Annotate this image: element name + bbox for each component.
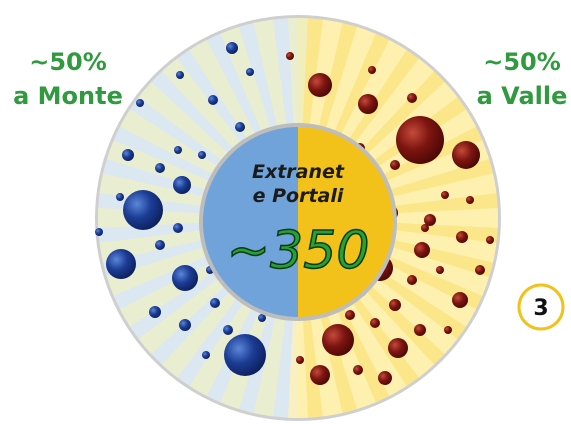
red-bubble — [368, 66, 376, 74]
left-percent: ~50% — [29, 48, 107, 76]
red-bubble — [444, 326, 452, 334]
blue-bubble — [122, 149, 134, 161]
red-bubble — [396, 116, 444, 164]
center-line2: e Portali — [253, 185, 344, 207]
blue-bubble — [224, 334, 266, 376]
red-bubble — [308, 73, 332, 97]
blue-bubble — [208, 95, 218, 105]
right-text: a Valle — [477, 82, 568, 110]
blue-bubble — [202, 351, 210, 359]
red-bubble — [414, 242, 430, 258]
red-bubble — [310, 365, 330, 385]
badge-circle — [517, 283, 565, 331]
red-bubble — [407, 275, 417, 285]
blue-bubble — [226, 42, 238, 54]
blue-bubble — [176, 71, 184, 79]
blue-bubble — [179, 319, 191, 331]
red-bubble — [466, 196, 474, 204]
red-bubble — [286, 52, 294, 60]
blue-bubble — [235, 122, 245, 132]
red-bubble — [421, 224, 429, 232]
ray — [298, 207, 498, 229]
red-bubble — [475, 265, 485, 275]
red-bubble — [358, 94, 378, 114]
blue-bubble — [198, 151, 206, 159]
badge: 3 — [533, 296, 548, 321]
center-value: ~350 — [227, 221, 370, 281]
red-bubble — [389, 299, 401, 311]
blue-bubble — [149, 306, 161, 318]
red-bubble — [388, 338, 408, 358]
blue-bubble — [223, 325, 233, 335]
red-bubble — [353, 365, 363, 375]
blue-bubble — [155, 240, 165, 250]
red-bubble — [452, 141, 480, 169]
red-bubble — [486, 236, 494, 244]
red-bubble — [441, 191, 449, 199]
blue-bubble — [210, 298, 220, 308]
red-bubble — [345, 310, 355, 320]
red-bubble — [424, 214, 436, 226]
blue-bubble — [95, 228, 103, 236]
right-percent: ~50% — [483, 48, 561, 76]
red-bubble — [390, 160, 400, 170]
blue-bubble — [106, 249, 136, 279]
ray — [287, 218, 309, 418]
blue-bubble — [173, 176, 191, 194]
red-bubble — [296, 356, 304, 364]
blue-bubble — [155, 163, 165, 173]
red-bubble — [436, 266, 444, 274]
red-bubble — [378, 371, 392, 385]
red-bubble — [452, 292, 468, 308]
red-bubble — [456, 231, 468, 243]
center-disc — [199, 123, 397, 321]
blue-bubble — [172, 265, 198, 291]
blue-bubble — [136, 99, 144, 107]
red-bubble — [407, 93, 417, 103]
red-bubble — [322, 324, 354, 356]
blue-bubble — [258, 314, 266, 322]
blue-bubble — [174, 146, 182, 154]
left-text: a Monte — [13, 82, 123, 110]
center-line1: Extranet — [252, 161, 345, 183]
blue-bubble — [173, 223, 183, 233]
red-bubble — [414, 324, 426, 336]
red-bubble — [370, 318, 380, 328]
blue-bubble — [116, 193, 124, 201]
blue-bubble — [246, 68, 254, 76]
blue-bubble — [123, 190, 163, 230]
